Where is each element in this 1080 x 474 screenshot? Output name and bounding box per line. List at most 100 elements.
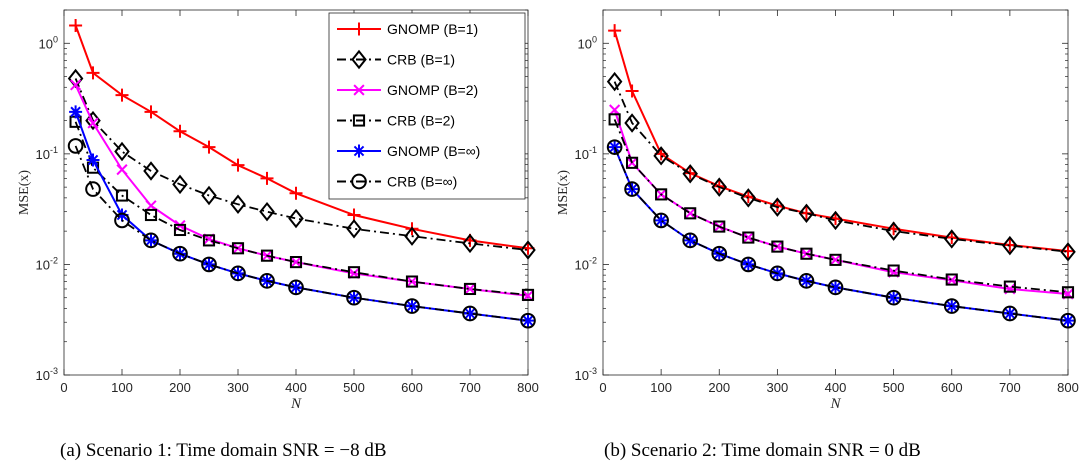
chart-a-series-5-point	[289, 280, 303, 294]
chart-b-series-4-point	[771, 240, 784, 253]
chart-a-series-5-point	[115, 208, 129, 222]
chart-b-series-5-point	[1061, 314, 1075, 328]
chart-b-series-4-point	[742, 231, 755, 244]
chart-a-legend: GNOMP (B=1) CRB (B=1) GNOMP (B=2) CRB (B=2)…	[328, 12, 526, 200]
chart-a-series-4-point	[202, 234, 216, 247]
chart-b-series-2-point	[769, 197, 786, 217]
caption-b-text: Scenario 2: Time domain	[630, 440, 823, 461]
chart-b-series-2-point	[606, 71, 623, 92]
chart-a-series-6-point	[201, 256, 217, 273]
chart-b-series-6-point	[1060, 312, 1076, 329]
chart-a-series-4-point	[289, 256, 303, 269]
caption-a-math: SNR = −8 dB	[282, 440, 387, 461]
chart-b-series-6-point	[798, 273, 815, 289]
chart-b-y-tick-label: 10-2	[575, 255, 597, 272]
chart-a-series-3-point	[464, 283, 476, 295]
chart-b-y-axis-label: MSE(x)	[556, 170, 571, 215]
chart-a-series-6	[67, 138, 536, 329]
chart-a-legend-box	[328, 12, 526, 200]
chart-b-series-6-point	[740, 256, 757, 273]
chart-a-series-3-point	[145, 200, 157, 212]
chart-a-series-2-point	[404, 226, 420, 246]
chart-a-series-6-point	[259, 273, 275, 289]
chart-a-series-2-line	[74, 78, 529, 251]
chart-a-legend-item: GNOMP (B=1)	[337, 21, 478, 37]
chart-b-series-5-point	[683, 233, 697, 247]
chart-a-series-6-point	[346, 289, 362, 306]
chart-a-series-4-point	[521, 288, 535, 301]
chart-a-x-tick-label: 500	[343, 380, 365, 395]
chart-a-x-tick-label: 100	[111, 380, 133, 395]
chart-b-y-tick-label: 10-1	[575, 145, 597, 162]
chart-a-series-4-point	[115, 189, 129, 202]
chart-a-y-tick-label: 10-3	[36, 366, 58, 383]
chart-a-series-4-point	[405, 275, 419, 288]
chart-a-series-4	[69, 115, 535, 301]
chart-b-series-5-point	[799, 274, 813, 288]
chart-a-series-4-point	[231, 242, 245, 255]
chart-b-series-3-point	[742, 231, 754, 244]
chart-a-legend-label: CRB (B=∞)	[387, 174, 457, 190]
chart-a-series-2-point	[172, 174, 188, 195]
chart-a-series-2-point	[346, 219, 362, 239]
chart-a-y-tick-label: 10-1	[36, 145, 58, 162]
chart-b-series-1-point	[625, 84, 639, 98]
chart-b-series-2-point	[711, 177, 728, 197]
caption-b: (b) Scenario 2: Time domain SNR = 0 dB	[604, 436, 921, 466]
chart-a-x-tick-label: 800	[517, 380, 539, 395]
caption-b-label: (b)	[604, 440, 627, 461]
chart-b-series-3-point	[946, 274, 958, 286]
chart-b-series-2-point	[653, 146, 669, 166]
chart-a-legend-marker	[351, 173, 367, 190]
chart-b-series-2	[606, 71, 1076, 262]
chart-a-series-5-point	[69, 105, 83, 119]
chart-b-series-4-point	[887, 264, 900, 277]
chart-b-series-5-point	[829, 280, 842, 294]
chart-a-series-6-point	[288, 279, 304, 296]
chart-b-series-2-point	[624, 113, 640, 133]
caption-a-text: Scenario 1: Time domain	[85, 440, 278, 461]
chart-a-x-tick-label: 300	[227, 380, 249, 395]
chart-b-series-2-point	[740, 188, 757, 208]
chart-a-series-5-point	[86, 153, 100, 167]
chart-b-series-4-line	[613, 119, 1069, 294]
chart-a-y-tick-label: 100	[39, 34, 58, 51]
chart-a-series-4-point	[144, 208, 158, 222]
chart-b-series-4-point	[945, 273, 958, 286]
chart-a-series-2-point	[259, 201, 275, 222]
chart-a-series-4-point	[347, 266, 361, 279]
chart-b-series-6-point	[624, 181, 640, 197]
chart-b-series-2-point	[682, 164, 698, 184]
chart-a-series-3-point	[70, 79, 82, 91]
chart-b-series-6-point	[653, 212, 669, 229]
chart-b-series-4-point	[625, 156, 639, 169]
chart-a-series-4-point	[173, 223, 187, 237]
chart-b-series-4-point	[829, 253, 842, 266]
chart-a-series-1-point	[173, 124, 187, 138]
chart-a-series-5-point	[463, 306, 477, 320]
chart-a-series-6-point	[143, 232, 159, 249]
chart-a-series-1-point	[144, 105, 158, 119]
chart-b-series-2-line	[613, 81, 1069, 253]
chart-b-series-4	[608, 113, 1075, 299]
chart-a-x-tick-label: 400	[285, 380, 307, 395]
chart-a-series-1-point	[86, 66, 100, 80]
chart-b-x-tick-label: 300	[767, 380, 789, 395]
chart-a-series-6-point	[230, 265, 246, 282]
chart-a-series-1-point	[231, 158, 245, 172]
chart-b-series-6-point	[943, 298, 960, 314]
chart-b-series-3-point	[609, 104, 621, 116]
chart-b-series-1-point	[1061, 244, 1075, 258]
chart-b-y-tick-label: 100	[578, 34, 597, 51]
chart-a-legend-label: GNOMP (B=1)	[387, 21, 478, 37]
chart-a-series-2-point	[201, 185, 217, 206]
chart-b-x-tick-label: 200	[708, 380, 730, 395]
chart-a-y-tick-label: 10-2	[36, 255, 58, 272]
chart-a-x-axis-label: N	[290, 396, 302, 412]
chart-a-legend-marker	[351, 49, 367, 70]
chart-a-series-4-point	[463, 282, 477, 296]
chart-b-series-4-point	[608, 113, 621, 126]
chart-b-series-1-point	[608, 24, 622, 38]
chart-b-x-tick-label: 100	[650, 380, 672, 395]
chart-a-series-3-point	[116, 164, 128, 176]
